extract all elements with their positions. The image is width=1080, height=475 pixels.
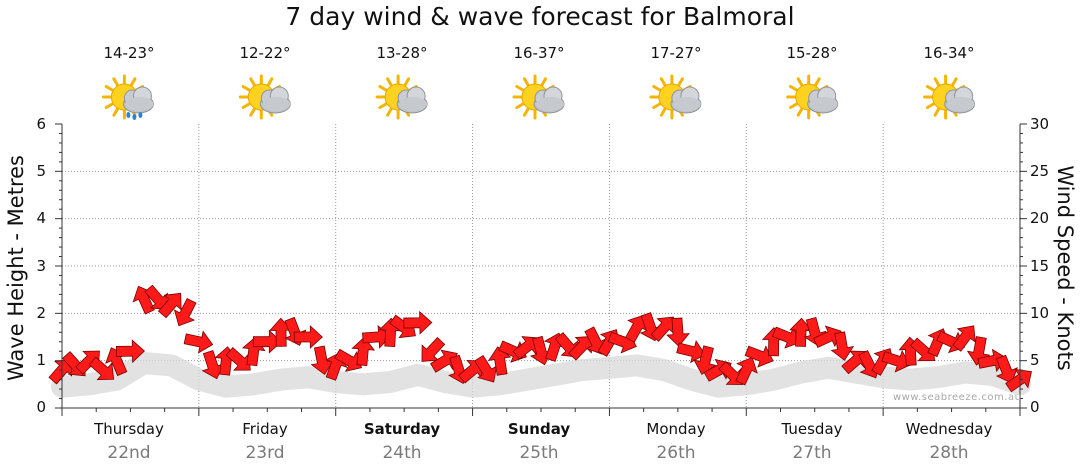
y-tick-right-10: 10	[1030, 304, 1050, 322]
plot-frame	[55, 123, 1027, 416]
wind-arrow	[1005, 368, 1032, 393]
wind-arrow	[351, 336, 376, 367]
y-tick-left-4: 4	[36, 209, 46, 227]
temp-range-day-2: 12-22°	[239, 44, 291, 62]
y-tick-left-2: 2	[36, 304, 46, 322]
wind-series	[48, 284, 1032, 393]
wave-series	[51, 352, 1031, 398]
wind-arrow	[789, 317, 813, 347]
grid-lines	[62, 124, 1020, 408]
date-label-7: 28th	[929, 443, 969, 463]
wind-arrow	[252, 329, 282, 354]
temp-range-day-3: 13-28°	[376, 44, 428, 62]
sun-cloud-icon	[512, 74, 565, 120]
wind-arrow	[183, 330, 214, 354]
chart-title: 7 day wind & wave forecast for Balmoral	[285, 2, 795, 31]
sun-cloud-icon	[238, 74, 291, 120]
wind-arrow	[666, 317, 690, 347]
wind-arrow	[952, 325, 976, 352]
wind-arrow	[88, 356, 115, 381]
sun-cloud-icon	[649, 74, 702, 120]
sun-cloud-icon	[923, 74, 976, 120]
day-label-1: Thursday	[94, 420, 164, 438]
date-label-4: 25th	[519, 443, 559, 463]
sun-cloud-showers-icon	[101, 74, 154, 120]
wind-arrow	[115, 339, 145, 364]
sun-cloud-icon	[786, 74, 839, 120]
wind-arrow	[201, 350, 225, 380]
wind-arrow	[881, 349, 911, 373]
day-label-3: Saturday	[363, 420, 441, 438]
y-tick-right-25: 25	[1030, 162, 1050, 180]
wind-arrow	[403, 310, 433, 335]
wind-arrow	[771, 326, 801, 349]
wind-arrow	[830, 331, 855, 361]
wind-arrow	[310, 345, 334, 376]
wind-arrow	[157, 292, 182, 319]
date-label-2: 23rd	[245, 443, 285, 463]
wind-arrow	[293, 325, 323, 349]
y-tick-right-0: 0	[1030, 398, 1040, 416]
temp-range-day-7: 16-34°	[923, 44, 975, 62]
wind-arrow	[735, 356, 758, 386]
y-axis-right-label: Wind Speed - Knots	[1053, 165, 1077, 371]
wind-arrow	[474, 355, 498, 383]
date-label-1: 22nd	[107, 443, 151, 463]
date-label-3: 24th	[382, 443, 422, 463]
y-tick-right-5: 5	[1030, 351, 1040, 369]
y-tick-left-0: 0	[36, 398, 46, 416]
y-tick-left-3: 3	[36, 257, 46, 275]
wind-arrow	[75, 350, 100, 375]
rain-drop-icon	[126, 112, 131, 118]
wave-line	[51, 352, 1031, 398]
y-tick-right-20: 20	[1030, 209, 1050, 227]
wind-arrow	[995, 354, 1018, 384]
day-label-6: Tuesday	[781, 420, 843, 438]
wind-arrow	[693, 345, 717, 375]
sun-cloud-icon	[375, 74, 428, 120]
wind-arrow	[173, 298, 197, 327]
y-axis-left-label: Wave Height - Metres	[4, 155, 28, 381]
y-tick-right-15: 15	[1030, 257, 1050, 275]
rain-drop-icon	[138, 112, 143, 118]
temp-range-day-6: 15-28°	[786, 44, 838, 62]
wind-arrow	[334, 348, 363, 372]
y-tick-left-6: 6	[36, 115, 46, 133]
temp-range-day-5: 17-27°	[650, 44, 702, 62]
wind-arrow	[744, 345, 774, 368]
wind-arrow	[225, 347, 251, 371]
day-label-4: Sunday	[507, 420, 571, 438]
day-label-2: Friday	[242, 420, 288, 438]
y-tick-left-1: 1	[36, 351, 46, 369]
date-label-5: 26th	[656, 443, 696, 463]
temp-range-day-4: 16-37°	[513, 44, 565, 62]
wind-arrow	[144, 284, 168, 311]
temp-range-day-1: 14-23°	[103, 44, 155, 62]
wind-arrow	[676, 340, 706, 364]
y-tick-right-30: 30	[1030, 115, 1050, 133]
weather-icons	[101, 74, 976, 120]
day-label-5: Monday	[646, 420, 706, 438]
wind-arrow	[421, 336, 446, 362]
date-label-6: 27th	[792, 443, 832, 463]
day-label-7: Wednesday	[905, 420, 993, 438]
watermark: www.seabreeze.com.au	[893, 392, 1022, 403]
rain-drop-icon	[132, 114, 137, 120]
y-tick-left-5: 5	[36, 162, 46, 180]
